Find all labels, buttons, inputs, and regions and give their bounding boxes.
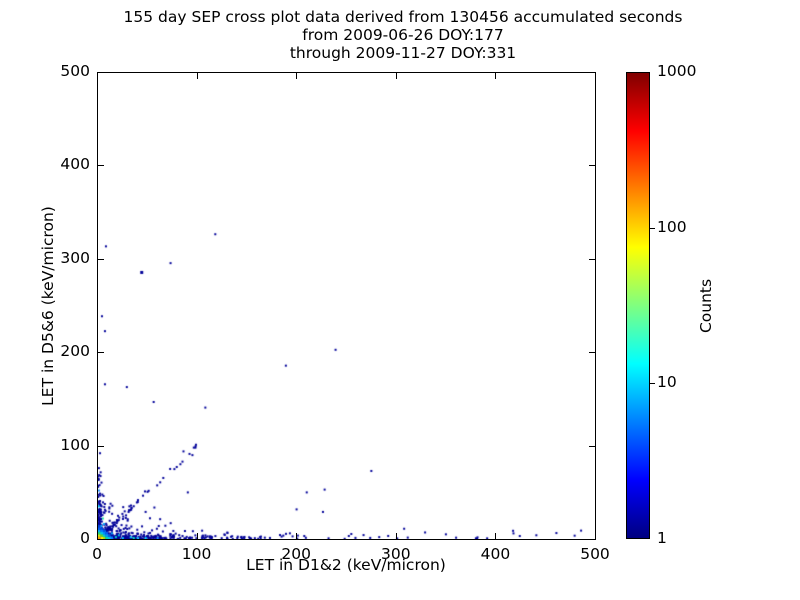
x-tick-label: 400 — [480, 545, 511, 563]
colorbar-tick-label: 10 — [657, 373, 677, 392]
y-tick — [98, 165, 104, 167]
x-tick — [296, 533, 298, 539]
x-tick — [395, 533, 397, 539]
y-tick-label: 500 — [60, 62, 90, 80]
x-tick-top — [395, 73, 397, 79]
y-tick-label: 100 — [60, 435, 90, 454]
x-tick-top — [296, 73, 298, 79]
y-tick-right — [589, 352, 595, 354]
colorbar-tick-label: 1000 — [657, 62, 697, 80]
x-tick-label: 300 — [381, 545, 411, 563]
y-tick — [98, 445, 104, 447]
x-tick-label: 500 — [580, 545, 610, 563]
colorbar-tick-label: 100 — [657, 217, 687, 236]
y-tick — [98, 539, 104, 540]
colorbar — [626, 72, 650, 539]
colorbar-tick — [650, 383, 655, 385]
y-tick — [98, 258, 104, 260]
x-tick — [196, 533, 198, 539]
y-tick — [98, 72, 104, 73]
x-tick-top — [595, 73, 596, 79]
y-tick-right — [589, 445, 595, 447]
y-tick-right — [589, 72, 595, 73]
chart-title: 155 day SEP cross plot data derived from… — [0, 8, 800, 62]
chart-title-line-2: from 2009-06-26 DOY:177 — [302, 26, 504, 44]
y-tick-label: 400 — [60, 155, 90, 174]
chart-title-line-3: through 2009-11-27 DOY:331 — [289, 44, 517, 62]
colorbar-tick-label: 1 — [657, 529, 667, 547]
chart-title-line-1: 155 day SEP cross plot data derived from… — [123, 8, 683, 26]
y-tick — [98, 352, 104, 354]
x-tick — [495, 533, 497, 539]
x-tick-label: 200 — [281, 545, 311, 563]
scatter-points-canvas — [98, 73, 595, 539]
y-tick-label: 300 — [60, 248, 90, 267]
x-tick-label: 0 — [92, 545, 102, 563]
y-tick-right — [589, 165, 595, 167]
x-tick-label: 100 — [181, 545, 212, 563]
y-tick-right — [589, 258, 595, 260]
x-tick — [97, 533, 98, 539]
x-tick — [595, 533, 596, 539]
y-tick-right — [589, 539, 595, 540]
y-tick-label: 0 — [80, 529, 90, 547]
x-tick-top — [196, 73, 198, 79]
colorbar-tick — [650, 227, 655, 229]
x-axis-label: LET in D1&2 (keV/micron) — [246, 556, 446, 574]
x-tick-top — [97, 73, 98, 79]
y-tick-label: 200 — [60, 342, 90, 361]
x-tick-top — [495, 73, 497, 79]
